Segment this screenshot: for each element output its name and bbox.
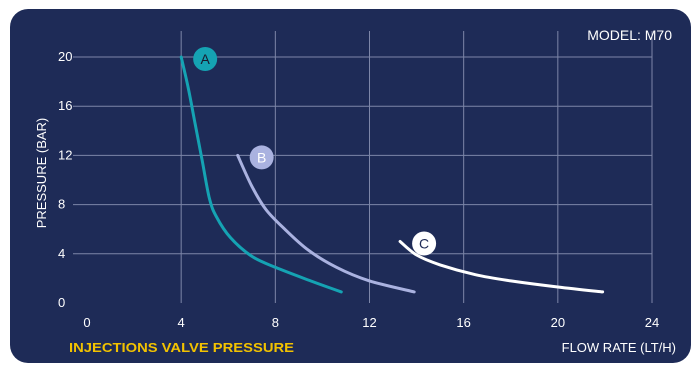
curve-label-badge	[249, 145, 274, 170]
curve-label-c: C	[412, 231, 437, 256]
curve-label-text: B	[257, 149, 266, 165]
grid	[73, 31, 653, 303]
x-tick-label: 8	[272, 315, 279, 330]
curve-label-text: A	[200, 51, 210, 67]
caption: INJECTIONS VALVE PRESSURE	[69, 340, 294, 355]
x-tick-label: 4	[178, 315, 185, 330]
curves	[179, 55, 605, 294]
curve-b	[236, 153, 416, 294]
x-tick-labels: 0 4 8 12 16 20 24	[83, 315, 659, 330]
y-tick-label: 8	[58, 197, 65, 212]
x-axis-title: FLOW RATE (LT/H)	[562, 340, 676, 355]
x-tick-label: 24	[645, 315, 659, 330]
curve-a	[179, 55, 343, 294]
curve-c	[398, 240, 605, 294]
curve-label-a: A	[193, 47, 218, 71]
curve-label-badge	[412, 231, 437, 256]
pressure-flow-chart: 0 4 8 12 16 20 0 4 8 12 16 20 24 A B C MODEL: M70 PRE…	[34, 27, 676, 355]
y-tick-label: 12	[58, 147, 72, 162]
x-tick-label: 20	[551, 315, 565, 330]
x-tick-label: 16	[456, 315, 470, 330]
x-tick-label: 0	[83, 315, 90, 330]
curve-label-text: C	[419, 236, 429, 252]
model-label: MODEL: M70	[587, 27, 672, 43]
curve-label-b: B	[249, 145, 274, 170]
y-axis-title: PRESSURE (BAR)	[34, 118, 49, 229]
x-tick-label: 12	[362, 315, 376, 330]
y-tick-label: 20	[58, 49, 72, 64]
y-tick-label: 0	[58, 295, 65, 310]
curve-label-badge	[193, 47, 218, 71]
y-tick-label: 16	[58, 98, 72, 113]
y-tick-label: 4	[58, 246, 65, 261]
y-tick-labels: 0 4 8 12 16 20	[58, 49, 72, 310]
chart-card: 0 4 8 12 16 20 0 4 8 12 16 20 24 A B C MODEL: M70 PRE…	[10, 9, 691, 363]
curve-labels: A B C	[193, 47, 437, 256]
